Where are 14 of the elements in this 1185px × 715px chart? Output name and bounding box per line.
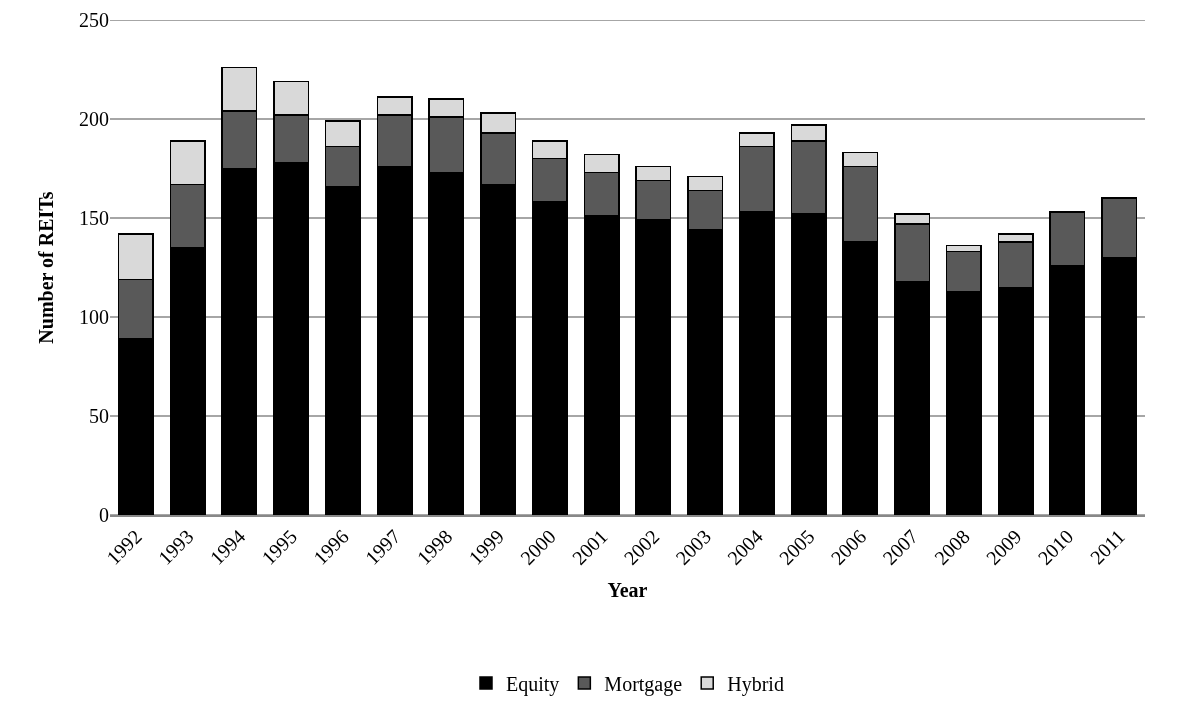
x-tick-label: 1999	[464, 525, 509, 569]
legend-label: Equity	[506, 672, 560, 696]
x-axis-title: Year	[607, 578, 648, 601]
y-tick-label: 250	[79, 9, 109, 31]
y-tick-label: 50	[89, 405, 109, 427]
y-tick-label: 150	[79, 207, 109, 229]
y-tick-label: 100	[79, 306, 109, 328]
y-tick-label: 200	[79, 108, 109, 130]
x-tick-label: 1992	[101, 525, 146, 569]
y-tick-label: 0	[99, 504, 109, 526]
y-axis-title: Number of REITs	[34, 191, 57, 344]
x-tick-label: 2011	[1085, 525, 1130, 569]
legend-label: Hybrid	[727, 672, 784, 696]
legend-label: Mortgage	[604, 672, 683, 696]
